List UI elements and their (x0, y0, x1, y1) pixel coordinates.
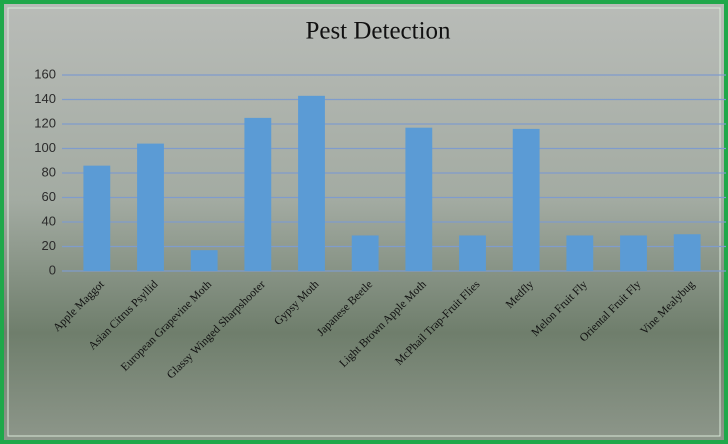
y-tick-label: 60 (42, 189, 56, 204)
y-tick-label: 80 (42, 164, 56, 179)
bar (513, 129, 540, 271)
bar (566, 235, 593, 271)
y-tick-label: 160 (34, 66, 56, 81)
y-tick-label: 140 (34, 91, 56, 106)
bar (244, 118, 271, 271)
bar (352, 235, 379, 271)
bar (405, 128, 432, 271)
chart: Pest Detection 020406080100120140160Appl… (0, 0, 728, 444)
chart-title: Pest Detection (305, 18, 451, 45)
bar (137, 144, 164, 271)
y-tick-label: 40 (42, 213, 56, 228)
bar (191, 250, 218, 271)
y-tick-label: 120 (34, 115, 56, 130)
y-tick-label: 20 (42, 238, 56, 253)
bar (674, 234, 701, 271)
bar (459, 235, 486, 271)
y-tick-label: 0 (49, 262, 56, 277)
bar (298, 96, 325, 271)
y-tick-label: 100 (34, 140, 56, 155)
bar (620, 235, 647, 271)
bar (83, 166, 110, 271)
